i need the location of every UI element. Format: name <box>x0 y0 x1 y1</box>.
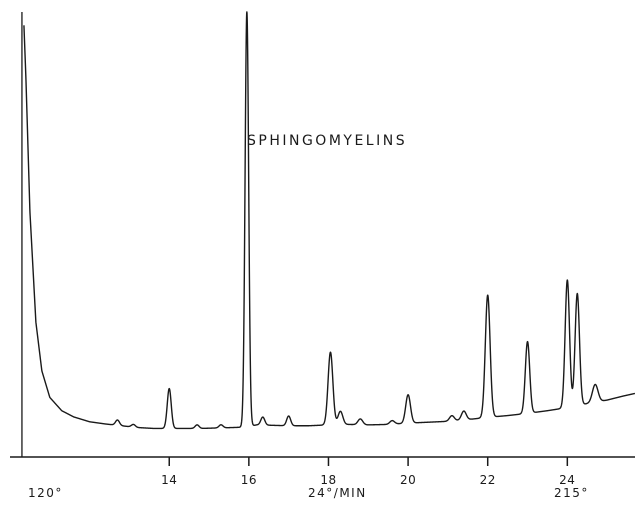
end-temperature-label: 215° <box>554 486 589 500</box>
x-tick-label-14: 14 <box>161 473 177 487</box>
heating-rate-label: 24°/MIN <box>308 486 367 500</box>
chart-title: SPHINGOMYELINS <box>247 133 407 149</box>
start-temperature-label: 120° <box>28 486 63 500</box>
x-tick-label-18: 18 <box>320 473 336 487</box>
x-axis-ticks: 14 16 18 20 22 24 <box>161 457 575 487</box>
chromatogram-trace <box>23 11 635 430</box>
x-tick-label-20: 20 <box>400 473 416 487</box>
x-tick-label-16: 16 <box>241 473 257 487</box>
x-tick-label-22: 22 <box>480 473 496 487</box>
x-tick-label-24: 24 <box>559 473 575 487</box>
trace-group <box>21 11 635 457</box>
